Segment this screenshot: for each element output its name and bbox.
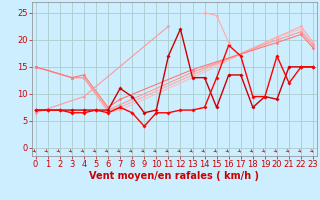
X-axis label: Vent moyen/en rafales ( km/h ): Vent moyen/en rafales ( km/h ) (89, 171, 260, 181)
